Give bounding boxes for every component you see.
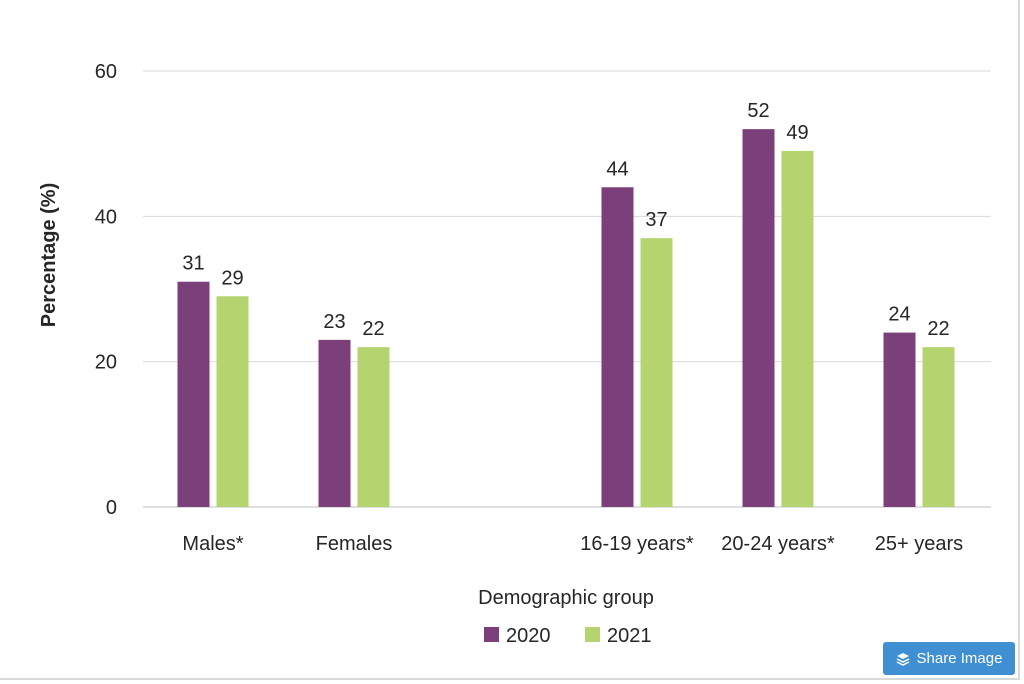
legend-label: 2020: [506, 625, 551, 647]
category-label: Males*: [182, 533, 243, 555]
share-image-button[interactable]: Share Image: [883, 642, 1015, 675]
y-tick-label: 60: [95, 61, 117, 83]
bar-2021: [922, 347, 955, 507]
bar-2020: [601, 187, 634, 507]
data-label: 24: [888, 304, 910, 326]
y-tick-label: 0: [106, 497, 117, 519]
data-label: 44: [606, 158, 628, 180]
data-label: 23: [323, 311, 345, 333]
category-labels: Males* Females 16-19 years* 20-24 years* 25+…: [182, 533, 963, 555]
bar-2020: [177, 281, 210, 507]
y-axis-title: Percentage (%): [38, 183, 60, 328]
data-label: 49: [786, 122, 808, 144]
share-image-label: Share Image: [916, 650, 1003, 667]
legend-swatch-2020: [484, 627, 499, 642]
y-tick-label: 40: [95, 206, 117, 228]
bar-2021: [781, 150, 814, 507]
data-label: 22: [927, 318, 949, 340]
bar-2021: [640, 238, 673, 507]
category-label: Females: [316, 533, 393, 555]
gridlines: [143, 70, 991, 508]
data-label: 22: [362, 318, 384, 340]
legend-label: 2021: [607, 625, 652, 647]
data-label: 37: [645, 209, 667, 231]
x-axis-title: Demographic group: [478, 587, 654, 609]
bar-2021: [216, 296, 249, 507]
bar-2020: [318, 339, 351, 507]
data-label: 29: [221, 267, 243, 289]
bars: [177, 129, 955, 507]
bar-2020: [742, 129, 775, 507]
category-label: 20-24 years*: [721, 533, 835, 555]
category-label: 25+ years: [875, 533, 963, 555]
category-label: 16-19 years*: [580, 533, 694, 555]
y-axis-ticks: 0 20 40 60: [95, 61, 117, 519]
legend: 2020 2021: [484, 625, 652, 647]
layers-icon: [896, 652, 910, 666]
data-labels: 31 29 23 22 44 37 52 49 24 22: [182, 100, 949, 340]
legend-swatch-2021: [585, 627, 600, 642]
data-label: 52: [747, 100, 769, 122]
y-tick-label: 20: [95, 352, 117, 374]
bar-2021: [357, 347, 390, 507]
data-label: 31: [182, 253, 204, 275]
bar-2020: [883, 332, 916, 507]
